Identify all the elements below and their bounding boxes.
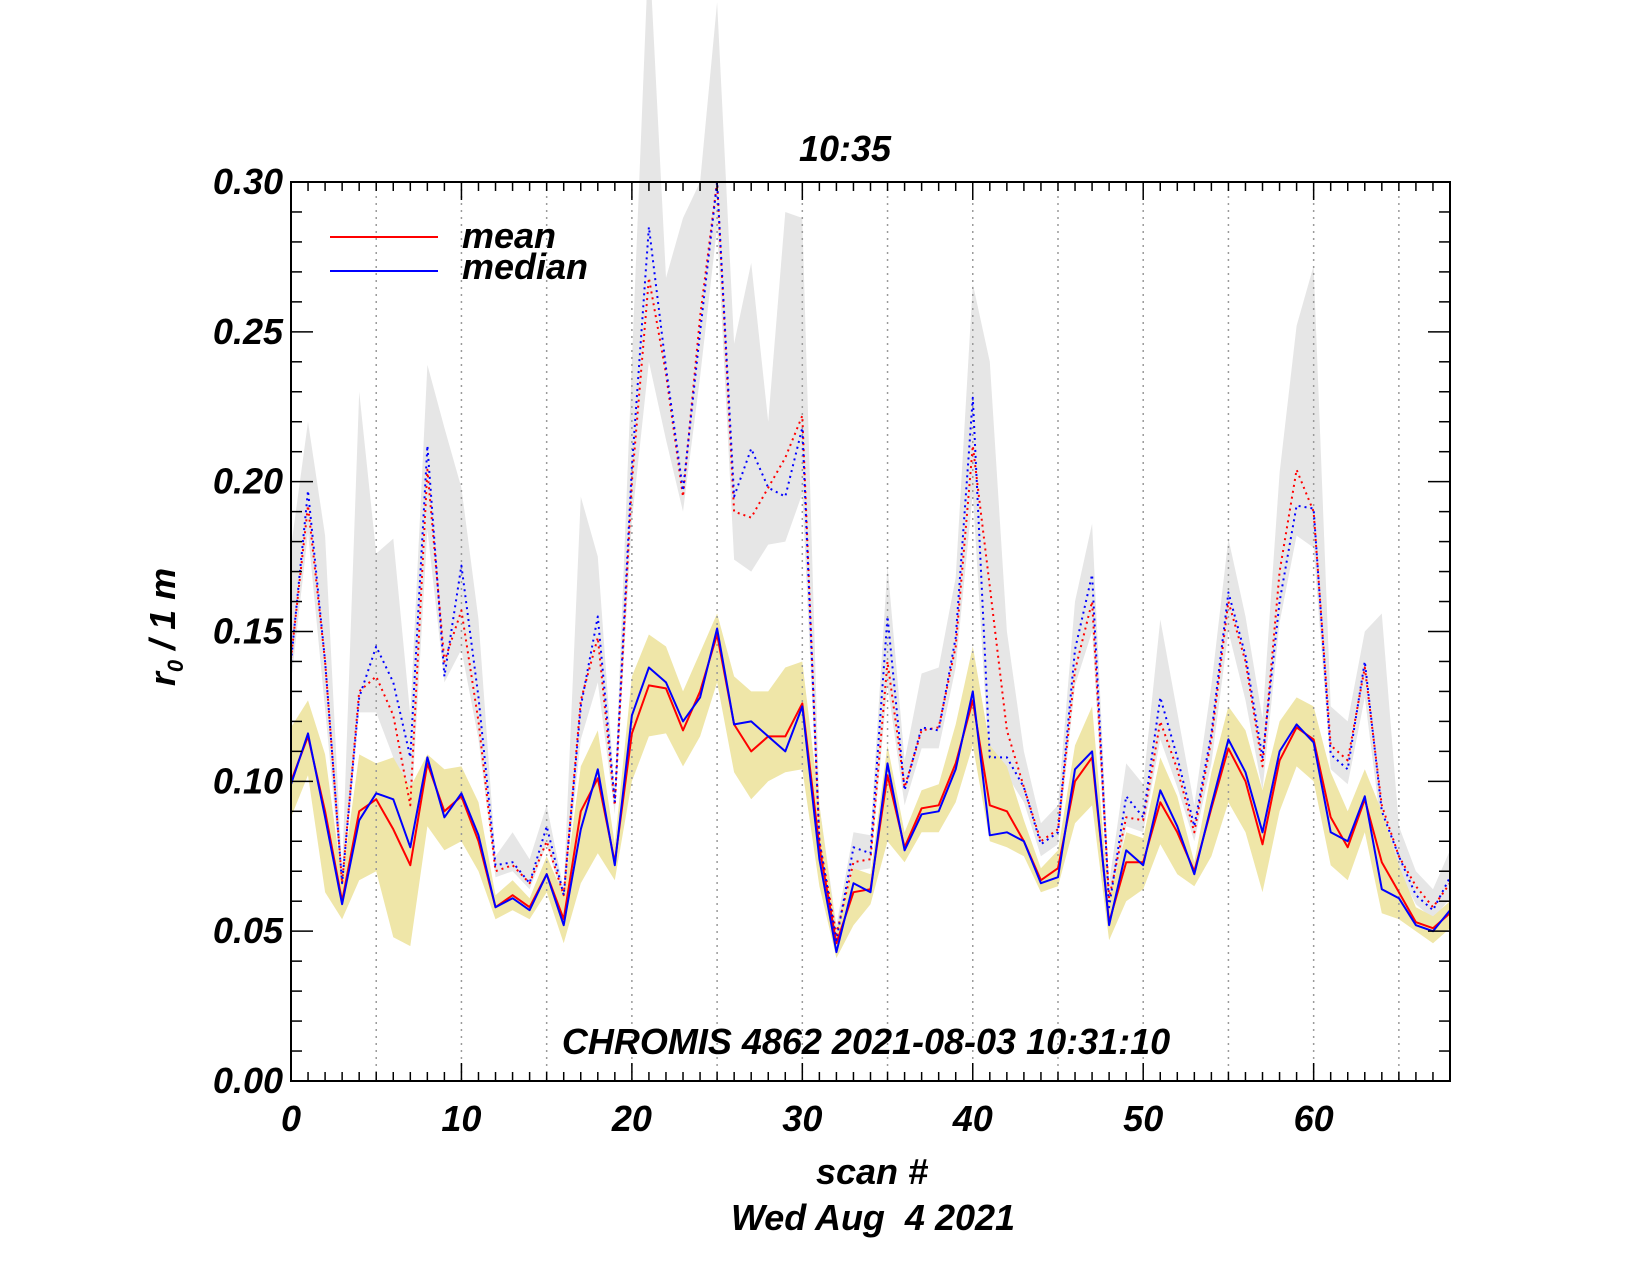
x-tick-label-20: 20 [611,1098,652,1139]
legend-median-label: median [462,246,588,287]
y-tick-label-1: 0.05 [213,910,284,951]
y-tick-label-0: 0.00 [213,1060,283,1101]
y-axis-label-subscript: 0 [163,659,188,672]
series-line-mean-upper [291,181,1450,936]
lower-quantile-band [291,613,1450,959]
upper-quantile-band [291,0,1450,944]
quantile-bands [291,0,1450,959]
y-tick-label-2: 0.10 [213,760,283,801]
axis-ticks [290,181,1451,1082]
x-tick-label-50: 50 [1123,1098,1163,1139]
x-tick-label-60: 60 [1294,1098,1334,1139]
legend: mean median [330,215,588,287]
y-tick-label-4: 0.20 [213,461,283,502]
x-tick-label-40: 40 [952,1098,993,1139]
y-tick-label-3: 0.15 [213,611,284,652]
x-axis-label: scan # [816,1151,928,1192]
x-tick-label-30: 30 [782,1098,822,1139]
y-axis-label-r: r [142,670,183,686]
chart-title: 10:35 [799,128,892,169]
legend-mean-label: mean [462,215,556,256]
y-axis-label: r0 / 1 m [142,568,188,686]
y-axis-label-unit: / 1 m [142,568,183,660]
x-tick-label-10: 10 [441,1098,481,1139]
x-tick-label-0: 0 [281,1098,301,1139]
series-line-median [291,627,1450,954]
series-lines [291,181,1450,954]
tick-labels: 0 10 20 30 40 50 60 0.00 0.05 0.10 0.15 0.20 0.25 0.3… [213,161,1334,1139]
y-tick-label-5: 0.25 [213,311,284,352]
series-line-median-upper [291,181,1450,942]
y-tick-label-6: 0.30 [213,161,283,202]
date-label: Wed Aug 4 2021 [731,1197,1015,1238]
instrument-annotation: CHROMIS 4862 2021-08-03 10:31:10 [562,1021,1170,1062]
vertical-gridlines [375,182,1400,1081]
